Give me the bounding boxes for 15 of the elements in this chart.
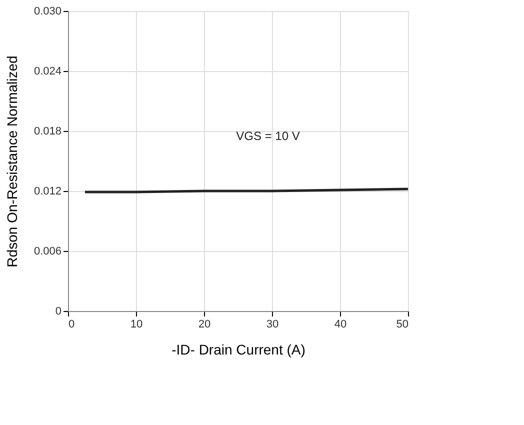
x-tick-label: 30 (266, 318, 279, 330)
y-tick-label: 0.018 (34, 126, 62, 138)
y-axis-title: Rdson On-Resistance Normalized (4, 56, 20, 268)
x-tick-label: 20 (198, 318, 211, 330)
x-tick-label: 0 (68, 318, 75, 330)
x-axis-title: -ID- Drain Current (A) (172, 342, 306, 358)
x-tick-label: 40 (334, 318, 347, 330)
x-tick-label: 50 (396, 318, 408, 330)
y-tick-label: 0.030 (34, 6, 62, 18)
y-tick-label: 0.024 (34, 66, 62, 78)
y-tick-label: 0 (55, 306, 62, 318)
annotation: VGS = 10 V (236, 129, 300, 143)
x-tick-label: 10 (130, 318, 143, 330)
y-tick-label: 0.012 (34, 186, 62, 198)
y-tick-label: 0.006 (34, 246, 62, 258)
